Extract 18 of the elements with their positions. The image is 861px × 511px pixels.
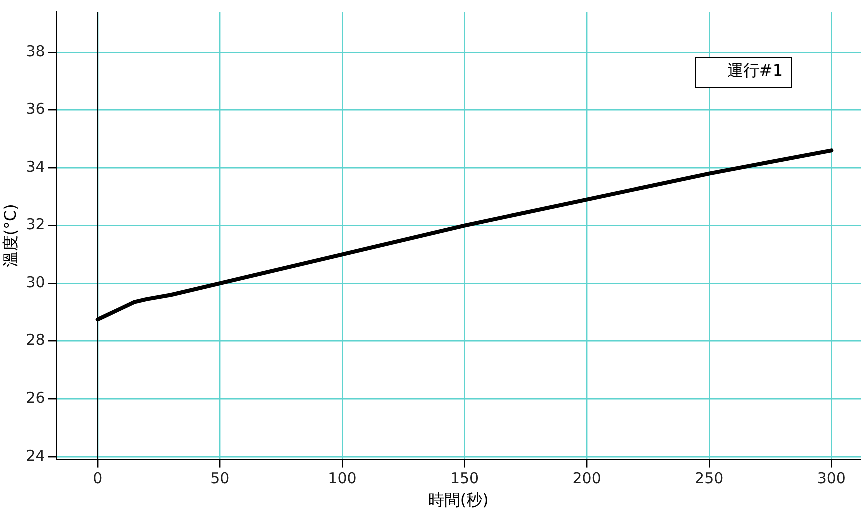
x-axis-title: 時間(秒)	[428, 490, 489, 510]
y-tick-label: 24	[26, 446, 46, 465]
y-tick-label: 28	[26, 331, 46, 350]
x-tick-label: 0	[93, 470, 103, 488]
x-tick-label: 150	[450, 470, 480, 488]
x-tick-label: 200	[572, 470, 602, 488]
x-tick-label: 300	[817, 470, 846, 488]
y-tick-label: 32	[26, 216, 46, 234]
y-tick-label: 36	[26, 100, 46, 118]
text: 運行#1	[727, 61, 783, 80]
y-axis-title: 溫度(°C)	[0, 204, 20, 268]
x-tick-label: 250	[695, 470, 724, 488]
x-tick-label: 100	[328, 470, 357, 488]
y-tick-label: 26	[26, 389, 46, 408]
y-tick-label: 34	[26, 158, 46, 176]
y-tick-label: 30	[26, 273, 46, 292]
y-tick-label: 38	[26, 42, 46, 60]
x-tick-label: 50	[210, 470, 230, 488]
